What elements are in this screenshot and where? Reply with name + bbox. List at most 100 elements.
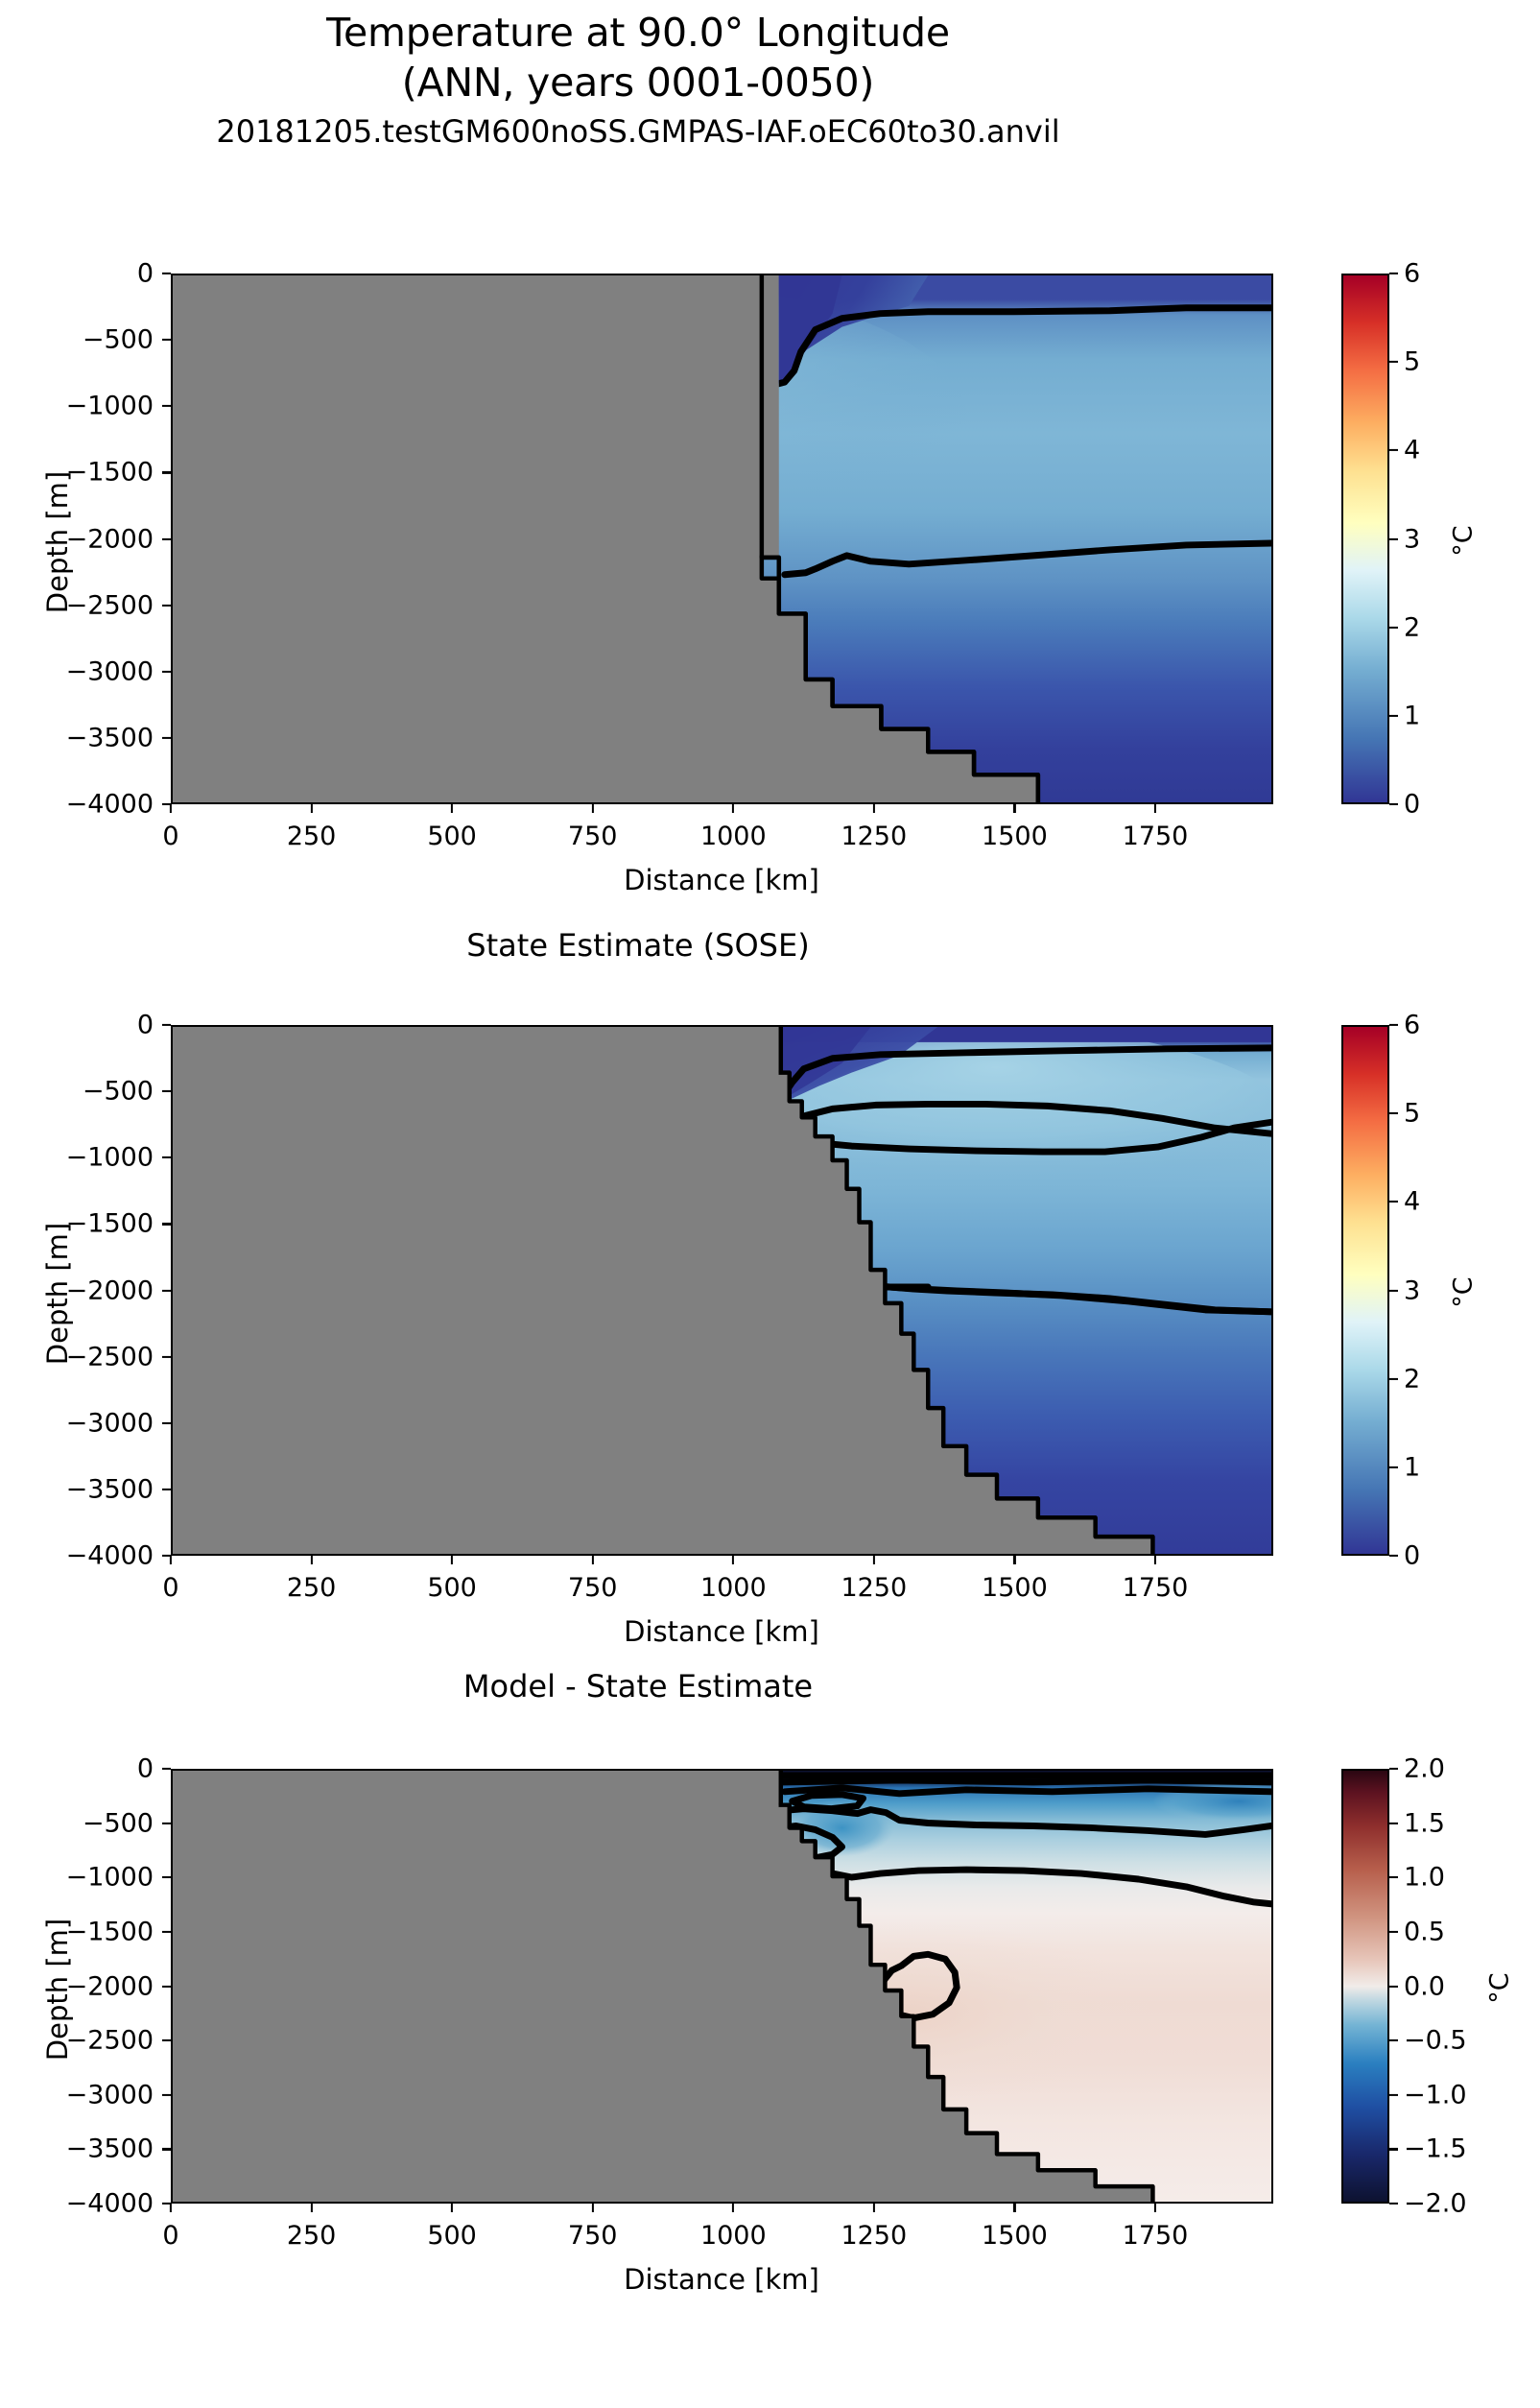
ytick-mark bbox=[162, 339, 171, 342]
cbar-tick-label: −1.0 bbox=[1404, 2080, 1467, 2110]
panel-title-difference: Model - State Estimate bbox=[462, 1668, 814, 1705]
xtick-label: 1500 bbox=[982, 2221, 1048, 2251]
xtick-label: 1750 bbox=[1122, 822, 1189, 851]
cbar-tick-mark bbox=[1389, 1377, 1398, 1380]
xtick-label: 1500 bbox=[982, 822, 1048, 851]
plot-area-sose bbox=[171, 1025, 1273, 1556]
ytick-label: −500 bbox=[82, 324, 154, 355]
xtick-label: 1750 bbox=[1122, 1573, 1189, 1603]
cbar-tick-label: 0.0 bbox=[1404, 1971, 1445, 2001]
cbar-tick-mark bbox=[1389, 2093, 1398, 2096]
ytick-mark bbox=[162, 1930, 171, 1933]
xtick-mark bbox=[169, 2204, 173, 2212]
cbar-tick-label: 3 bbox=[1404, 524, 1421, 554]
xtick-label: 0 bbox=[162, 2221, 179, 2251]
xtick-mark bbox=[732, 804, 735, 813]
xtick-mark bbox=[1013, 2204, 1016, 2212]
ytick-mark bbox=[162, 1223, 171, 1226]
cbar-tick-mark bbox=[1389, 272, 1398, 275]
yaxis-label-model: Depth [m] bbox=[41, 470, 74, 614]
cbar-tick-label: 2 bbox=[1404, 1364, 1421, 1395]
ytick-mark bbox=[162, 1023, 171, 1027]
xtick-label: 500 bbox=[427, 1573, 477, 1603]
ytick-label: −2000 bbox=[65, 1971, 154, 2001]
cbar-tick-mark bbox=[1389, 1554, 1398, 1558]
plot-area-model bbox=[171, 274, 1273, 804]
cbar-tick-label: 5 bbox=[1404, 346, 1421, 377]
ytick-label: −3500 bbox=[65, 723, 154, 753]
xtick-label: 500 bbox=[427, 2221, 477, 2251]
xtick-label: 1750 bbox=[1122, 2221, 1189, 2251]
colorbar-label-difference: °C bbox=[1484, 1972, 1515, 2004]
ytick-mark bbox=[162, 1985, 171, 1988]
xtick-mark bbox=[591, 804, 594, 813]
ytick-label: −500 bbox=[82, 1808, 154, 1839]
cbar-tick-mark bbox=[1389, 714, 1398, 717]
colorbar-difference bbox=[1341, 1769, 1389, 2204]
cbar-tick-mark bbox=[1389, 1985, 1398, 1988]
cbar-tick-mark bbox=[1389, 2148, 1398, 2151]
xtick-label: 750 bbox=[567, 822, 618, 851]
xtick-mark bbox=[1013, 804, 1016, 813]
panel-title-sose: State Estimate (SOSE) bbox=[466, 927, 810, 964]
xaxis-label-difference: Distance [km] bbox=[624, 2263, 819, 2296]
ytick-label: −2500 bbox=[65, 590, 154, 621]
cbar-tick-mark bbox=[1389, 1112, 1398, 1115]
ytick-label: −3000 bbox=[65, 1408, 154, 1439]
ytick-label: −3000 bbox=[65, 2080, 154, 2110]
cbar-tick-label: 4 bbox=[1404, 435, 1421, 465]
bathymetry-outline-sose bbox=[778, 1070, 1155, 1554]
cbar-tick-mark bbox=[1389, 1289, 1398, 1292]
cbar-tick-mark bbox=[1389, 1466, 1398, 1468]
xtick-mark bbox=[591, 2204, 594, 2212]
xtick-mark bbox=[591, 1556, 594, 1564]
ytick-label: −2000 bbox=[65, 524, 154, 554]
ytick-mark bbox=[162, 802, 171, 806]
xtick-mark bbox=[1153, 804, 1157, 813]
ytick-label: −2000 bbox=[65, 1276, 154, 1305]
xtick-label: 1000 bbox=[699, 1573, 767, 1603]
ytick-label: 0 bbox=[136, 1010, 154, 1040]
ytick-mark bbox=[162, 2093, 171, 2096]
xtick-mark bbox=[1013, 1556, 1016, 1564]
xtick-mark bbox=[451, 2204, 454, 2212]
panel-title-model: 20181205.testGM600noSS.GMPAS-IAF.oEC60to… bbox=[216, 113, 1060, 150]
ytick-mark bbox=[162, 604, 171, 607]
cbar-tick-mark bbox=[1389, 1822, 1398, 1824]
ytick-label: −4000 bbox=[65, 2188, 154, 2219]
ytick-label: −3000 bbox=[65, 656, 154, 687]
ytick-label: −500 bbox=[82, 1076, 154, 1107]
xtick-mark bbox=[310, 1556, 313, 1564]
colorbar-sose bbox=[1341, 1025, 1389, 1556]
ytick-mark bbox=[162, 2148, 171, 2151]
cbar-tick-mark bbox=[1389, 802, 1398, 806]
cbar-tick-label: 6 bbox=[1404, 1010, 1421, 1040]
cbar-tick-mark bbox=[1389, 1023, 1398, 1027]
cbar-tick-label: −2.0 bbox=[1404, 2188, 1467, 2219]
cbar-tick-label: 6 bbox=[1404, 258, 1421, 289]
plot-inner-difference bbox=[173, 1771, 1271, 2202]
ytick-label: −3500 bbox=[65, 1474, 154, 1505]
ytick-label: −1500 bbox=[65, 1917, 154, 1947]
cbar-tick-label: 0 bbox=[1404, 1540, 1421, 1571]
colorbar-model bbox=[1341, 274, 1389, 804]
cbar-tick-label: 1 bbox=[1404, 1452, 1421, 1483]
xtick-label: 1000 bbox=[699, 822, 767, 851]
xtick-label: 750 bbox=[567, 2221, 618, 2251]
ytick-mark bbox=[162, 1090, 171, 1093]
ytick-mark bbox=[162, 1822, 171, 1824]
ytick-mark bbox=[162, 1421, 171, 1424]
cbar-tick-label: −0.5 bbox=[1404, 2025, 1467, 2056]
cbar-tick-mark bbox=[1389, 626, 1398, 629]
xtick-mark bbox=[872, 1556, 875, 1564]
ytick-mark bbox=[162, 736, 171, 739]
xtick-label: 1250 bbox=[841, 822, 908, 851]
xtick-label: 0 bbox=[162, 1573, 179, 1603]
xtick-label: 1000 bbox=[699, 2221, 767, 2251]
ytick-mark bbox=[162, 1488, 171, 1490]
xaxis-label-sose: Distance [km] bbox=[624, 1615, 819, 1648]
xtick-label: 750 bbox=[567, 1573, 618, 1603]
ytick-label: −3500 bbox=[65, 2134, 154, 2164]
cbar-tick-mark bbox=[1389, 1767, 1398, 1771]
ytick-mark bbox=[162, 2039, 171, 2042]
